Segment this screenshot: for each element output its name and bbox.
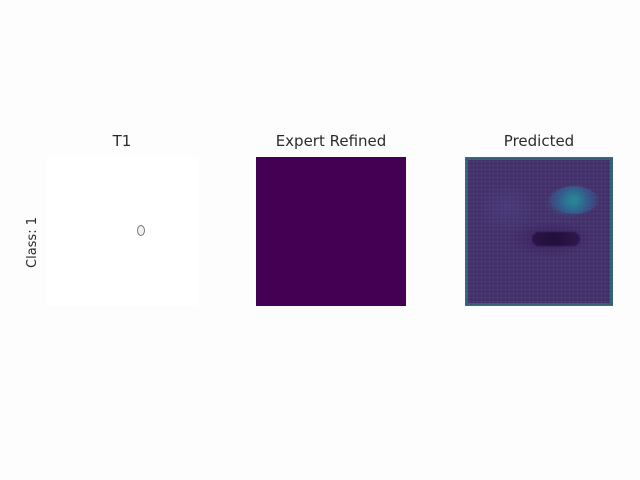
expert-refined-image-panel [256,157,406,306]
t1-marker-shape [137,225,145,236]
class-row-label-text: Class: 1 [25,217,40,268]
predicted-title: Predicted [503,132,575,150]
class-row-label: Class: 1 [24,214,42,268]
expert-refined-title: Expert Refined [275,132,387,150]
t1-title: T1 [112,132,132,150]
t1-image-panel [46,157,198,306]
predicted-bright-region [550,186,598,214]
predicted-dark-region [532,232,580,246]
predicted-image-panel [465,157,613,306]
